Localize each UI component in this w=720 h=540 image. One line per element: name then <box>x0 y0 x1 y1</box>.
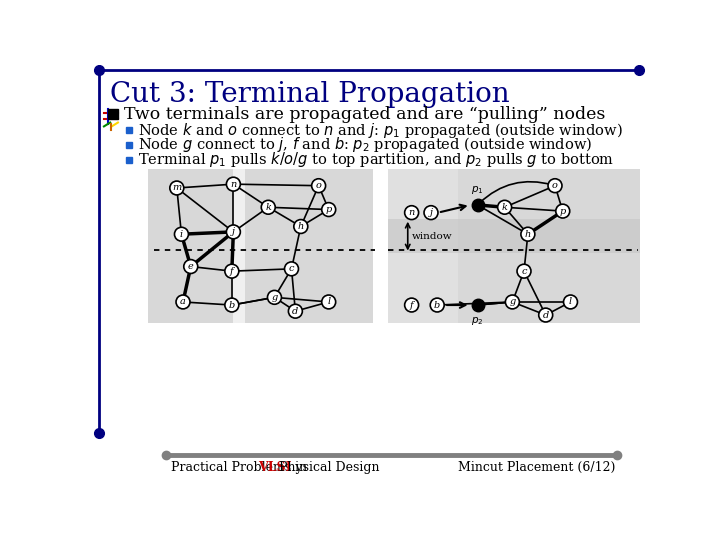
Text: k: k <box>502 202 508 212</box>
Bar <box>245 168 373 323</box>
Text: i: i <box>180 230 183 239</box>
Circle shape <box>556 204 570 218</box>
Text: f: f <box>230 267 233 275</box>
Text: $p_2$: $p_2$ <box>472 315 484 327</box>
Circle shape <box>517 264 531 278</box>
Circle shape <box>405 298 418 312</box>
Circle shape <box>424 206 438 220</box>
Text: j: j <box>430 208 433 217</box>
Circle shape <box>226 177 240 191</box>
Circle shape <box>539 308 553 322</box>
Circle shape <box>170 181 184 195</box>
Circle shape <box>284 262 299 276</box>
Text: $p_1$: $p_1$ <box>471 184 484 195</box>
Circle shape <box>505 295 519 309</box>
Circle shape <box>405 206 418 220</box>
Text: c: c <box>521 267 527 275</box>
Circle shape <box>521 227 535 241</box>
Text: Practical Problems in: Practical Problems in <box>171 461 312 474</box>
Text: b: b <box>229 301 235 309</box>
Text: b: b <box>434 301 441 309</box>
Text: Two terminals are propagated and are “pulling” nodes: Two terminals are propagated and are “pu… <box>124 106 606 123</box>
Text: l: l <box>327 298 330 307</box>
Text: h: h <box>525 230 531 239</box>
Circle shape <box>261 200 275 214</box>
Circle shape <box>174 227 189 241</box>
Circle shape <box>225 264 239 278</box>
Text: Cut 3: Terminal Propagation: Cut 3: Terminal Propagation <box>110 81 510 108</box>
Circle shape <box>322 202 336 217</box>
Text: g: g <box>271 293 278 302</box>
Text: Terminal $p_1$ pulls $k/o/g$ to top partition, and $p_2$ pulls $g$ to bottom: Terminal $p_1$ pulls $k/o/g$ to top part… <box>138 150 614 169</box>
Text: l: l <box>569 298 572 307</box>
Circle shape <box>548 179 562 193</box>
Circle shape <box>312 179 325 193</box>
Text: Mincut Placement (6/12): Mincut Placement (6/12) <box>458 461 616 474</box>
Text: Node $g$ connect to $j$, $f$ and $b$: $p_2$ propagated (outside window): Node $g$ connect to $j$, $f$ and $b$: $p… <box>138 136 593 154</box>
Text: d: d <box>543 310 549 320</box>
Text: d: d <box>292 307 299 316</box>
Circle shape <box>225 298 239 312</box>
Bar <box>148 168 233 323</box>
Text: h: h <box>297 222 304 231</box>
Text: o: o <box>315 181 322 190</box>
Text: k: k <box>265 202 271 212</box>
Text: a: a <box>180 298 186 307</box>
Text: VLSI: VLSI <box>258 461 292 474</box>
Circle shape <box>294 220 307 233</box>
Bar <box>388 168 458 323</box>
Circle shape <box>176 295 190 309</box>
Bar <box>458 168 640 323</box>
Text: n: n <box>408 208 415 217</box>
Text: Physical Design: Physical Design <box>275 461 379 474</box>
Circle shape <box>267 291 282 304</box>
Bar <box>233 168 245 323</box>
Circle shape <box>226 225 240 239</box>
Text: m: m <box>172 184 181 192</box>
Text: Node $k$ and $o$ connect to $n$ and $j$: $p_1$ propagated (outside window): Node $k$ and $o$ connect to $n$ and $j$:… <box>138 121 623 140</box>
Text: p: p <box>325 205 332 214</box>
Text: c: c <box>289 265 294 273</box>
Circle shape <box>322 295 336 309</box>
Circle shape <box>431 298 444 312</box>
Text: e: e <box>188 262 194 271</box>
Text: window: window <box>412 232 452 241</box>
Circle shape <box>184 260 198 273</box>
Text: f: f <box>410 301 413 309</box>
Circle shape <box>564 295 577 309</box>
Text: n: n <box>230 180 236 188</box>
Text: o: o <box>552 181 558 190</box>
Bar <box>388 219 640 253</box>
Text: j: j <box>232 227 235 237</box>
Circle shape <box>289 304 302 318</box>
Text: p: p <box>559 207 566 215</box>
Text: g: g <box>509 298 516 307</box>
Circle shape <box>498 200 512 214</box>
